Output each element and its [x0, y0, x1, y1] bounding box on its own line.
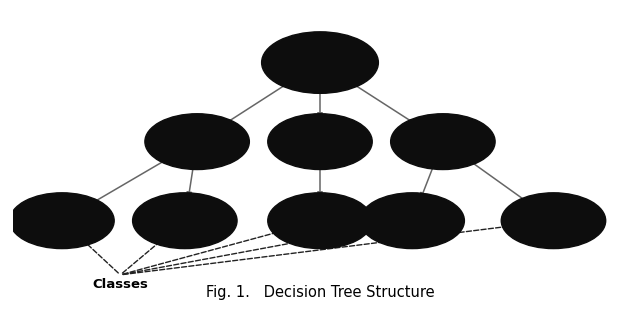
Ellipse shape [132, 193, 237, 249]
Ellipse shape [145, 114, 250, 169]
Text: Fig. 1.   Decision Tree Structure: Fig. 1. Decision Tree Structure [205, 285, 435, 300]
Ellipse shape [10, 193, 114, 249]
Ellipse shape [268, 114, 372, 169]
Ellipse shape [262, 32, 378, 93]
Ellipse shape [501, 193, 605, 249]
Ellipse shape [360, 193, 465, 249]
Text: Classes: Classes [92, 278, 148, 291]
Ellipse shape [390, 114, 495, 169]
Ellipse shape [268, 193, 372, 249]
